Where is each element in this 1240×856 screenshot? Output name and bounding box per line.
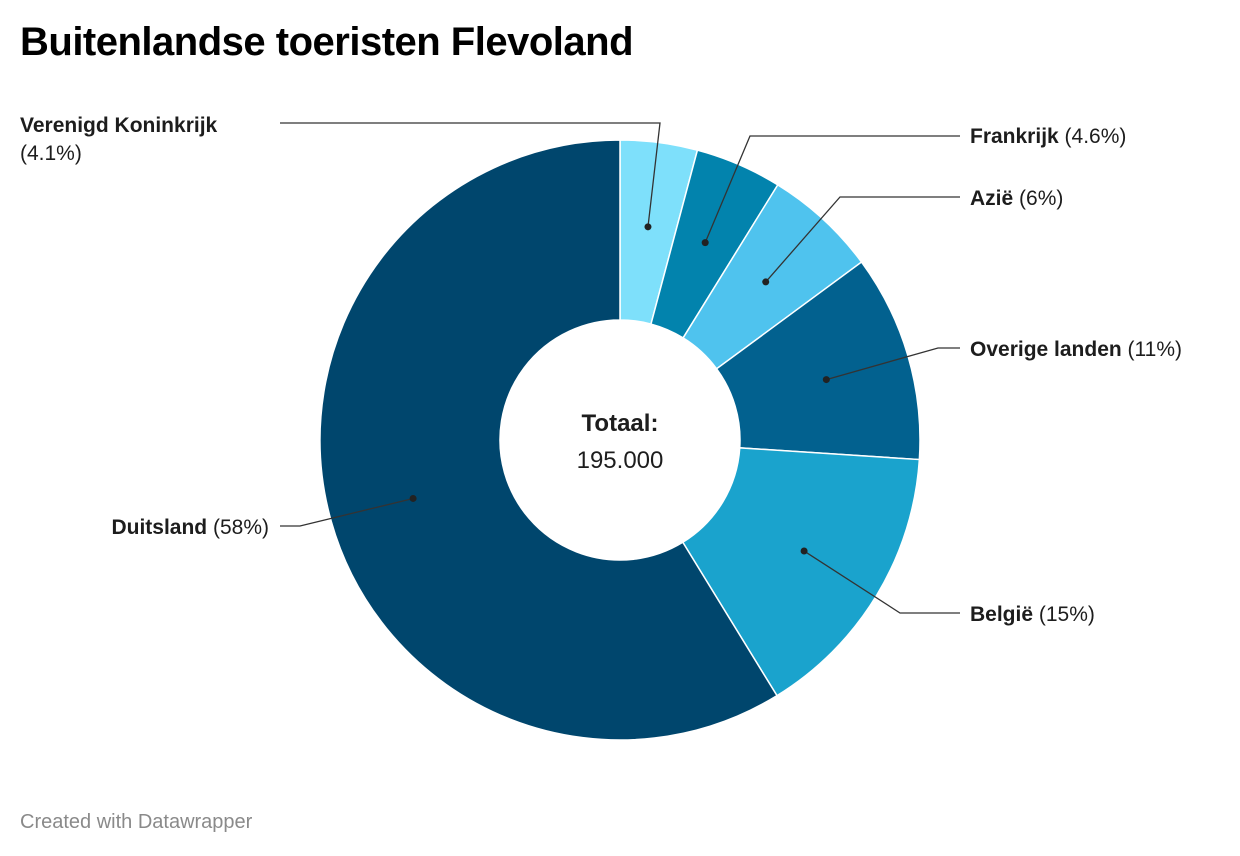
leader-dot-belgie — [800, 547, 808, 555]
label-name: Verenigd Koninkrijk — [20, 114, 218, 137]
label-azie: Azië (6%) — [970, 187, 1063, 210]
label-percent: (11%) — [1122, 338, 1182, 361]
leader-dot-overige-landen — [822, 376, 830, 384]
leader-dot-verenigd-koninkrijk — [644, 223, 652, 231]
chart-title: Buitenlandse toeristen Flevoland — [20, 20, 634, 64]
label-name: Azië — [970, 187, 1013, 210]
label-percent: (6%) — [1013, 187, 1063, 210]
leader-line-duitsland — [280, 497, 414, 527]
label-name: Duitsland — [111, 516, 207, 539]
label-percent: (15%) — [1033, 603, 1095, 626]
leader-line-belgie — [803, 550, 960, 614]
label-percent: (4.1%) — [20, 142, 82, 165]
labels-group: Verenigd Koninkrijk (4.1%) Frankrijk (4.6%… — [20, 114, 1182, 626]
footer-credit: Created with Datawrapper — [20, 811, 253, 833]
label-frankrijk: Frankrijk (4.6%) — [970, 125, 1126, 148]
slice-duitsland — [319, 139, 779, 741]
leader-dot-duitsland — [409, 494, 417, 502]
slices-group — [319, 139, 921, 741]
label-name: België — [970, 603, 1033, 626]
label-name: Overige landen — [970, 338, 1122, 361]
leader-dot-frankrijk — [701, 239, 709, 247]
label-name: Frankrijk — [970, 125, 1059, 148]
leader-line-verenigd-koninkrijk — [280, 122, 661, 227]
leader-line-overige-landen — [826, 347, 960, 381]
leader-lines-group — [280, 122, 960, 614]
leader-line-frankrijk — [704, 135, 960, 243]
leader-dot-azie — [762, 278, 770, 286]
center-total-label: Totaal: — [582, 410, 659, 437]
label-verenigd-koninkrijk: Verenigd Koninkrijk (4.1%) — [20, 114, 218, 165]
label-belgie: België (15%) — [970, 603, 1095, 626]
label-percent: (58%) — [207, 516, 269, 539]
center-total-value: 195.000 — [577, 447, 664, 474]
leader-line-azie — [765, 196, 960, 283]
label-duitsland: Duitsland (58%) — [111, 516, 269, 539]
slice-belgie — [681, 447, 921, 697]
slice-overige-landen — [715, 260, 921, 461]
label-overige-landen: Overige landen (11%) — [970, 338, 1182, 361]
label-percent: (4.6%) — [1059, 125, 1127, 148]
